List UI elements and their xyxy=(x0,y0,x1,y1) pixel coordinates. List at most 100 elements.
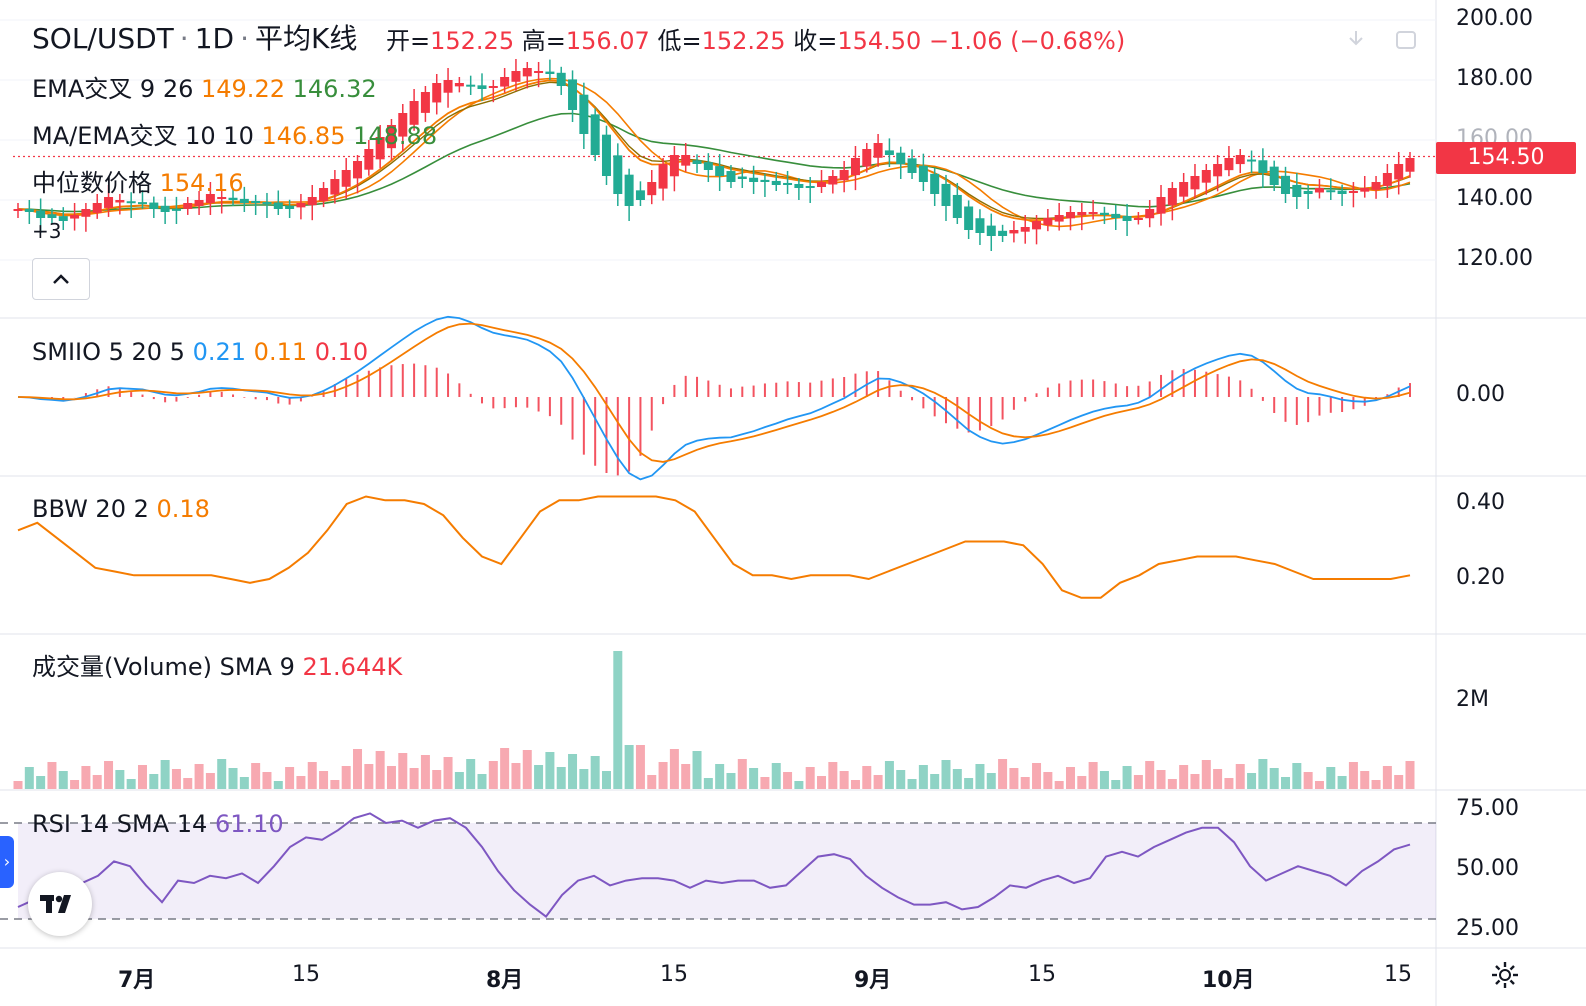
candle-body xyxy=(1054,215,1064,222)
symbol-name[interactable]: SOL/USDT xyxy=(32,22,174,55)
ma-10-line xyxy=(17,77,1411,228)
candle-body xyxy=(511,71,521,82)
volume-bar xyxy=(1224,778,1234,789)
candle-body xyxy=(952,194,962,218)
x-axis-label: 15 xyxy=(1028,962,1056,987)
change-value: −1.06 (−0.68%) xyxy=(928,27,1126,55)
candle-body xyxy=(703,162,713,170)
candle-body xyxy=(1348,191,1358,193)
volume-bar xyxy=(1054,781,1064,789)
candle-body xyxy=(817,182,827,187)
volume-bar xyxy=(579,769,589,789)
candle-body xyxy=(477,85,487,89)
chevron-up-icon xyxy=(53,274,69,284)
candle-body xyxy=(873,143,883,158)
volume-bar xyxy=(251,763,261,789)
candle-body xyxy=(1269,166,1279,185)
chart-style-label[interactable]: 平均K线 xyxy=(254,22,358,55)
volume-bar xyxy=(1190,774,1200,789)
x-axis-label: 10月 xyxy=(1202,968,1255,993)
ohlc-readout: 开=152.25 高=156.07 低=152.25 收=154.50 −1.0… xyxy=(386,26,1125,56)
rsi-legend[interactable]: RSI 14 SMA 14 61.10 xyxy=(32,809,284,839)
candle-body xyxy=(545,71,555,74)
volume-bar xyxy=(375,751,385,789)
candle-body xyxy=(1224,158,1234,171)
volume-axis-label: 2M xyxy=(1456,687,1489,712)
collapse-legend-button[interactable] xyxy=(32,258,90,300)
volume-bar xyxy=(454,772,464,789)
high-value: 156.07 xyxy=(565,27,650,55)
settings-gear-icon[interactable] xyxy=(1490,960,1520,990)
volume-bar xyxy=(862,766,872,789)
bbw-value: 0.18 xyxy=(156,495,210,523)
candle-body xyxy=(1281,175,1291,194)
candle-body xyxy=(1382,173,1392,186)
volume-bar xyxy=(81,766,91,789)
bbw-name: BBW 20 2 xyxy=(32,495,149,523)
candle-body xyxy=(1258,160,1268,173)
volume-bar xyxy=(534,765,544,789)
volume-bar xyxy=(647,775,657,789)
rsi-name: RSI 14 SMA 14 xyxy=(32,810,208,838)
price-axis-label: 120.00 xyxy=(1456,246,1533,271)
candle-body xyxy=(92,203,102,213)
median-value: 154.16 xyxy=(159,169,244,197)
volume-bar xyxy=(1348,762,1358,789)
bbw-legend[interactable]: BBW 20 2 0.18 xyxy=(32,494,210,524)
fullscreen-icon[interactable] xyxy=(1394,28,1418,52)
candle-body xyxy=(194,200,204,206)
candle-body xyxy=(918,165,928,182)
candle-body xyxy=(1032,221,1042,230)
candle-body xyxy=(715,166,725,176)
download-icon[interactable] xyxy=(1344,28,1368,52)
smiio-legend[interactable]: SMIIO 5 20 5 0.21 0.11 0.10 xyxy=(32,337,368,367)
candle-body xyxy=(964,206,974,230)
volume-bar xyxy=(998,759,1008,789)
candle-body xyxy=(1077,212,1087,216)
ma-ema-value-1: 146.85 xyxy=(261,122,346,150)
volume-bar xyxy=(205,773,215,789)
candle-body xyxy=(126,201,136,204)
last-price-tag: 154.50 xyxy=(1436,142,1576,174)
candle-body xyxy=(1292,184,1302,197)
candle-body xyxy=(669,155,679,177)
candle-body xyxy=(251,200,261,203)
x-axis-label: 9月 xyxy=(854,968,892,993)
interval-label[interactable]: 1D xyxy=(194,22,235,55)
candle-body xyxy=(409,101,419,125)
volume-bar xyxy=(1065,767,1075,789)
volume-bar xyxy=(1213,769,1223,789)
rsi-axis-label: 50.00 xyxy=(1456,856,1519,881)
tradingview-logo[interactable] xyxy=(28,872,92,936)
volume-legend[interactable]: 成交量(Volume) SMA 9 21.644K xyxy=(32,652,402,682)
ma-ema-cross-legend[interactable]: MA/EMA交叉 10 10 146.85 148.88 xyxy=(32,121,437,151)
candle-body xyxy=(624,174,634,206)
ema-cross-legend[interactable]: EMA交叉 9 26 149.22 146.32 xyxy=(32,74,377,104)
x-axis-label: 15 xyxy=(1384,962,1412,987)
volume-bar xyxy=(115,770,125,789)
volume-bar xyxy=(907,779,917,789)
smiio-value-2: 0.11 xyxy=(253,338,308,366)
candle-body xyxy=(986,225,996,236)
more-indicators[interactable]: +3 xyxy=(32,219,62,243)
expand-sidebar-button[interactable]: › xyxy=(0,836,14,888)
volume-bar xyxy=(568,754,578,789)
x-axis-label: 15 xyxy=(660,962,688,987)
candle-body xyxy=(1088,212,1098,214)
volume-bar xyxy=(805,767,815,789)
volume-bar xyxy=(126,779,136,789)
volume-bar xyxy=(1303,772,1313,789)
volume-bar xyxy=(737,759,747,789)
ma-ema-value-2: 148.88 xyxy=(353,122,438,150)
bbw-axis-label: 0.40 xyxy=(1456,490,1505,515)
volume-bar xyxy=(986,773,996,789)
volume-bar xyxy=(1077,776,1087,789)
volume-bar xyxy=(1020,777,1030,789)
volume-bar xyxy=(443,757,453,789)
candle-body xyxy=(1111,213,1121,218)
volume-bar xyxy=(794,781,804,789)
median-price-legend[interactable]: 中位数价格 154.16 xyxy=(32,168,244,198)
candle-body xyxy=(1213,164,1223,177)
candle-body xyxy=(70,215,80,219)
